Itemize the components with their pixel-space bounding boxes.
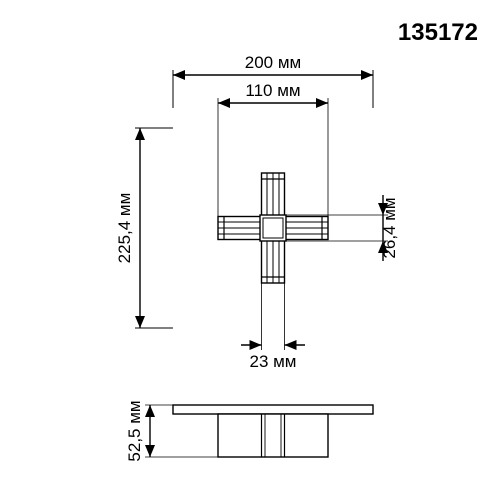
top-view bbox=[218, 173, 328, 283]
side-view bbox=[173, 405, 373, 457]
label-height-outer: 225,4 мм bbox=[115, 193, 134, 264]
label-profile-height: 52,5 мм bbox=[125, 400, 144, 461]
dim-height-outer: 225,4 мм bbox=[115, 128, 173, 328]
technical-drawing: 135172 bbox=[0, 0, 500, 500]
label-width-inner: 110 мм bbox=[245, 81, 300, 100]
label-arm-width: 23 мм bbox=[249, 352, 296, 371]
label-width-outer: 200 мм bbox=[245, 53, 301, 72]
product-code: 135172 bbox=[398, 19, 478, 46]
dim-arm-width: 23 мм bbox=[241, 283, 305, 371]
label-height-inner: 26,4 мм bbox=[380, 197, 399, 258]
